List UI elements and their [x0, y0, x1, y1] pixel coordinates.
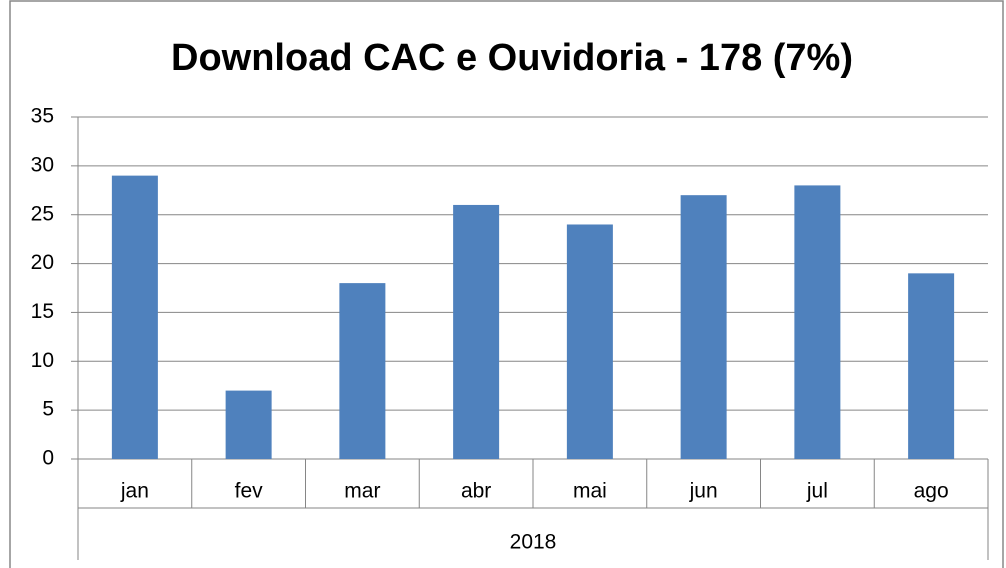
x-tick-label: mar: [344, 480, 380, 503]
y-tick-label: 25: [31, 202, 54, 225]
chart-frame: [9, 0, 1004, 568]
x-tick-label: jan: [120, 480, 149, 503]
x-tick-label: ago: [914, 480, 949, 503]
bar: [680, 195, 727, 459]
bar: [794, 185, 841, 459]
y-tick-label: 30: [31, 153, 54, 176]
y-tick-label: 5: [42, 398, 54, 421]
y-tick-label: 15: [31, 300, 54, 323]
y-tick-label: 0: [42, 447, 54, 470]
x-tick-label: jun: [689, 480, 718, 503]
bar: [339, 283, 386, 459]
bar: [111, 175, 158, 459]
x-group-label: 2018: [510, 531, 557, 554]
x-tick-label: mai: [573, 480, 607, 503]
bar: [908, 273, 955, 459]
bar: [225, 390, 272, 459]
bar: [453, 204, 500, 459]
chart-title: Download CAC e Ouvidoria - 178 (7%): [171, 37, 853, 79]
bar: [566, 224, 613, 459]
y-tick-label: 20: [31, 251, 54, 274]
y-tick-label: 10: [31, 349, 54, 372]
x-tick-label: jul: [806, 480, 828, 503]
x-tick-label: fev: [235, 480, 264, 503]
x-tick-label: abr: [461, 480, 491, 503]
y-tick-label: 35: [31, 105, 54, 128]
